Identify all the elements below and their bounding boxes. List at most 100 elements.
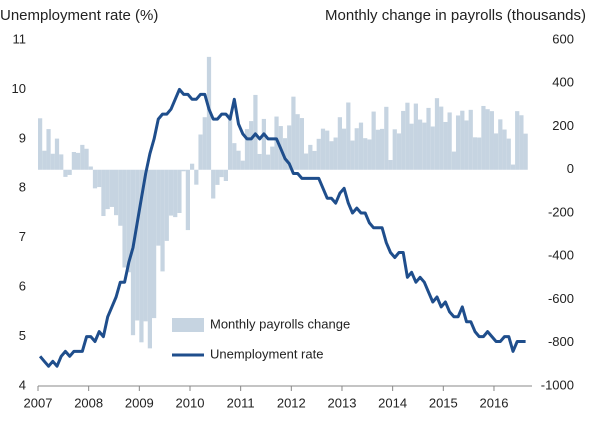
bar <box>515 111 520 170</box>
bar <box>84 148 89 170</box>
bar <box>189 163 195 170</box>
y-tick-label: 10 <box>12 81 26 96</box>
bar <box>118 169 123 226</box>
bar <box>493 133 499 170</box>
y2-tick-label: 200 <box>552 118 574 133</box>
bar <box>417 119 423 170</box>
bar <box>502 129 507 170</box>
bar <box>211 169 216 199</box>
bar <box>139 169 144 343</box>
bar <box>274 116 279 170</box>
bar <box>485 109 490 170</box>
bar <box>303 153 309 170</box>
bar <box>409 123 414 170</box>
x-tick-label: 2007 <box>24 395 53 410</box>
x-tick-label: 2015 <box>429 395 458 410</box>
y2-tick-label: 600 <box>552 31 574 46</box>
bar <box>299 118 304 170</box>
bar <box>388 160 393 170</box>
bar <box>498 119 503 170</box>
bar <box>261 118 266 170</box>
bar <box>71 152 76 170</box>
bar <box>510 164 516 170</box>
bar <box>164 169 169 241</box>
y-tick-label: 11 <box>13 31 27 46</box>
bar <box>392 129 397 170</box>
bar <box>367 139 372 170</box>
bar <box>236 150 241 170</box>
bar <box>396 133 402 170</box>
bar <box>80 144 85 170</box>
bar <box>329 141 334 170</box>
bar <box>489 111 494 170</box>
bar <box>434 98 440 170</box>
bar <box>451 151 456 170</box>
bar <box>282 138 288 170</box>
y2-tick-label: 400 <box>552 75 574 90</box>
bar <box>430 126 435 170</box>
bar <box>320 128 326 170</box>
bar <box>379 128 385 170</box>
bar <box>375 129 380 170</box>
bar <box>109 169 114 207</box>
bar <box>156 169 161 246</box>
bar <box>270 146 275 170</box>
x-tick-label: 2013 <box>328 395 357 410</box>
bar <box>523 133 528 170</box>
bar <box>422 122 427 170</box>
bar <box>291 96 296 170</box>
bar <box>460 110 465 170</box>
bar <box>185 169 190 231</box>
bar <box>477 137 482 170</box>
bar <box>42 150 47 170</box>
y-tick-label: 8 <box>19 180 26 195</box>
bar <box>206 56 212 170</box>
bar <box>135 169 140 321</box>
y-tick-label: 6 <box>19 279 26 294</box>
y-tick-label: 9 <box>19 130 26 145</box>
y2-tick-label: 0 <box>567 161 574 176</box>
bar <box>257 153 262 170</box>
bar <box>295 114 300 170</box>
bar <box>160 169 165 272</box>
bar <box>316 138 321 170</box>
bar <box>50 153 55 170</box>
bar <box>447 112 452 170</box>
bar <box>413 103 418 170</box>
bar <box>54 138 60 170</box>
bar <box>325 130 330 170</box>
bar <box>337 117 342 170</box>
bar <box>519 115 524 170</box>
y2-tick-label: -800 <box>548 334 574 349</box>
bar <box>240 160 245 170</box>
bar <box>126 169 131 273</box>
bar <box>75 152 81 170</box>
bar <box>308 144 313 170</box>
bar <box>92 169 98 189</box>
bar <box>358 122 364 170</box>
x-tick-label: 2011 <box>227 395 255 410</box>
bar <box>59 154 64 170</box>
legend-label: Unemployment rate <box>210 346 323 361</box>
bar <box>177 169 182 213</box>
bar <box>384 106 389 170</box>
bar <box>249 121 254 170</box>
bar <box>468 109 473 170</box>
bar <box>371 111 376 170</box>
x-tick-label: 2009 <box>125 395 154 410</box>
bar <box>223 169 228 181</box>
bar <box>219 169 224 178</box>
y2-tick-label: -400 <box>548 248 574 263</box>
y2-tick-label: -600 <box>548 291 574 306</box>
bar <box>350 140 355 170</box>
bar <box>198 134 203 170</box>
bar <box>346 102 351 170</box>
bar <box>244 129 250 170</box>
x-tick-label: 2008 <box>74 395 103 410</box>
bar <box>122 169 127 268</box>
bar <box>287 125 292 170</box>
bar <box>341 128 347 170</box>
bar <box>443 121 448 170</box>
